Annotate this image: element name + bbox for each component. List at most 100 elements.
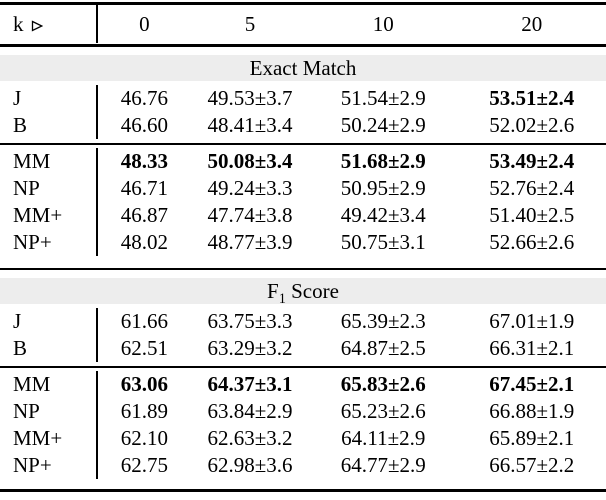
group-rule: [0, 142, 606, 145]
data-cell: 48.41±3.4: [207, 112, 293, 137]
table-row: MM 48.33 50.08±3.4 51.68±2.9 53.49±2.4: [0, 147, 606, 175]
data-cell: 53.51±2.4: [489, 85, 575, 110]
table-row: MM+ 46.87 47.74±3.8 49.42±3.4 51.40±2.5: [0, 201, 606, 229]
row-label: J: [0, 308, 98, 335]
row-label: MM: [0, 147, 98, 175]
table-row: B 46.60 48.41±3.4 50.24±2.9 52.02±2.6: [0, 111, 606, 139]
table-row: J 46.76 49.53±3.7 51.54±2.9 53.51±2.4: [0, 84, 606, 112]
row-label: MM+: [0, 425, 98, 452]
row-label: B: [0, 335, 98, 362]
row-label: MM+: [0, 201, 98, 229]
table-row: NP+ 62.75 62.98±3.6 64.77±2.9 66.57±2.2: [0, 452, 606, 479]
data-cell: 65.89±2.1: [489, 426, 575, 450]
data-cell: 51.68±2.9: [340, 148, 426, 173]
header-col-10: 10: [372, 11, 394, 36]
group-rule: [0, 366, 606, 368]
data-cell: 61.66: [120, 309, 169, 333]
rule-row: [0, 139, 606, 148]
section-banner-f1-score: F1 Score: [0, 278, 606, 308]
data-cell: 49.53±3.7: [207, 85, 293, 110]
section-title: F: [267, 279, 279, 303]
table-row: MM 63.06 64.37±3.1 65.83±2.6 67.45±2.1: [0, 371, 606, 398]
header-col-0: 0: [139, 11, 150, 36]
data-cell: 61.89: [120, 399, 169, 423]
row-label: NP: [0, 398, 98, 425]
data-cell: 46.71: [120, 175, 169, 200]
header-col-20: 20: [521, 11, 543, 36]
row-label: NP+: [0, 452, 98, 479]
data-cell: 63.84±2.9: [207, 399, 293, 423]
data-cell: 48.02: [120, 229, 169, 254]
data-cell: 53.49±2.4: [489, 148, 575, 173]
k-header-cell: k: [0, 5, 98, 43]
data-cell: 64.77±2.9: [340, 453, 426, 477]
data-cell: 65.23±2.6: [340, 399, 426, 423]
data-cell: 46.87: [120, 202, 169, 227]
data-cell: 62.63±3.2: [207, 426, 293, 450]
section-rule: [0, 267, 606, 270]
data-cell: 46.76: [120, 85, 169, 110]
bottom-rule: [0, 489, 606, 492]
data-cell: 48.33: [120, 148, 169, 173]
data-cell: 66.31±2.1: [489, 336, 575, 360]
table-row: MM+ 62.10 62.63±3.2 64.11±2.9 65.89±2.1: [0, 425, 606, 452]
right-triangle-icon: [31, 19, 43, 32]
data-cell: 67.45±2.1: [489, 372, 575, 396]
data-cell: 52.76±2.4: [489, 175, 575, 200]
row-label: MM: [0, 371, 98, 398]
data-cell: 62.75: [120, 453, 169, 477]
data-cell: 49.24±3.3: [207, 175, 293, 200]
data-cell: 63.06: [120, 372, 169, 396]
data-cell: 52.02±2.6: [489, 112, 575, 137]
row-label: J: [0, 84, 98, 112]
data-cell: 65.39±2.3: [340, 309, 426, 333]
data-cell: 48.77±3.9: [207, 229, 293, 254]
data-cell: 51.40±2.5: [489, 202, 575, 227]
data-cell: 64.87±2.5: [340, 336, 426, 360]
data-cell: 47.74±3.8: [207, 202, 293, 227]
header-col-5: 5: [244, 11, 256, 36]
data-cell: 52.66±2.6: [489, 229, 575, 254]
row-label: NP: [0, 174, 98, 202]
section-banner-exact-match: Exact Match: [0, 54, 606, 81]
data-cell: 62.51: [120, 336, 169, 360]
data-cell: 63.29±3.2: [207, 336, 293, 360]
table-row: NP+ 48.02 48.77±3.9 50.75±3.1 52.66±2.6: [0, 228, 606, 256]
data-cell: 65.83±2.6: [340, 372, 426, 396]
data-cell: 50.24±2.9: [340, 112, 426, 137]
section-banner-row: F1 Score: [0, 270, 606, 308]
rule-row: [0, 256, 606, 270]
rule-row: [0, 479, 606, 492]
rule-row: [0, 0, 606, 5]
header-row: k 0 5 10 20: [0, 5, 606, 43]
data-cell: 62.98±3.6: [207, 453, 293, 477]
table-row: B 62.51 63.29±3.2 64.87±2.5 66.31±2.1: [0, 335, 606, 362]
data-cell: 63.75±3.3: [207, 309, 293, 333]
data-cell: 67.01±1.9: [489, 309, 575, 333]
section-title-sub: 1: [278, 291, 286, 308]
rule-row: [0, 362, 606, 371]
k-label: k: [13, 11, 24, 36]
data-cell: 51.54±2.9: [340, 85, 426, 110]
table-row: NP 61.89 63.84±2.9 65.23±2.6 66.88±1.9: [0, 398, 606, 425]
data-cell: 62.10: [120, 426, 169, 450]
section-title-post: Score: [285, 279, 339, 303]
data-cell: 64.37±3.1: [207, 372, 293, 396]
data-cell: 66.88±1.9: [489, 399, 575, 423]
data-cell: 50.95±2.9: [340, 175, 426, 200]
data-cell: 49.42±3.4: [340, 202, 426, 227]
data-cell: 64.11±2.9: [341, 426, 426, 450]
table-row: NP 46.71 49.24±3.3 50.95±2.9 52.76±2.4: [0, 174, 606, 202]
header-rule: [0, 44, 606, 47]
row-label: B: [0, 111, 98, 139]
data-cell: 66.57±2.2: [489, 453, 575, 477]
table-row: J 61.66 63.75±3.3 65.39±2.3 67.01±1.9: [0, 308, 606, 335]
row-label: NP+: [0, 228, 98, 256]
section-title: Exact Match: [249, 55, 357, 80]
data-cell: 50.08±3.4: [207, 148, 293, 173]
section-banner-row: Exact Match: [0, 47, 606, 85]
data-cell: 46.60: [120, 112, 169, 137]
top-rule: [0, 2, 606, 5]
rule-row: [0, 43, 606, 47]
